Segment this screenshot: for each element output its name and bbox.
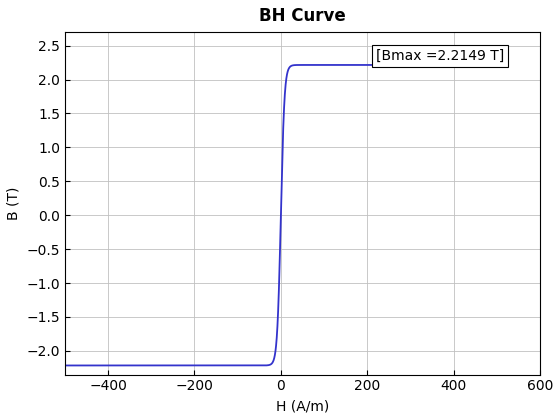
Y-axis label: B (T): B (T) xyxy=(7,186,21,220)
Text: [Bmax =2.2149 T]: [Bmax =2.2149 T] xyxy=(376,49,504,63)
X-axis label: H (A/m): H (A/m) xyxy=(276,399,329,413)
Title: BH Curve: BH Curve xyxy=(259,7,346,25)
